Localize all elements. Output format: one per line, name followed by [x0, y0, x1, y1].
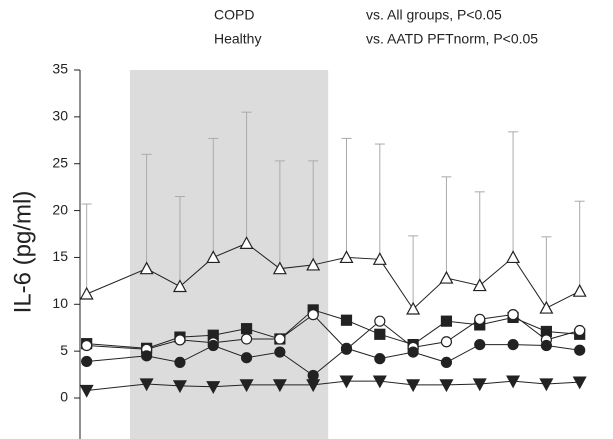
point: [507, 338, 519, 351]
point: [239, 236, 254, 249]
point: [240, 323, 253, 335]
point: [572, 283, 587, 297]
point: [81, 339, 93, 352]
point: [174, 334, 186, 346]
point: [374, 353, 386, 365]
point: [141, 350, 153, 362]
point: [306, 257, 321, 271]
point: [539, 378, 554, 392]
y-axis-label: IL-6 (pg/ml): [9, 191, 36, 314]
point: [79, 384, 94, 398]
point: [206, 381, 221, 395]
point: [372, 375, 387, 389]
point: [574, 344, 586, 356]
point: [372, 252, 387, 265]
point: [440, 336, 453, 348]
y-tick-label: 0: [60, 389, 68, 405]
point: [339, 375, 354, 389]
point: [81, 355, 93, 368]
point: [539, 300, 554, 314]
point: [139, 261, 154, 275]
point: [340, 314, 353, 326]
point: [374, 315, 386, 327]
y-tick-label: 35: [52, 61, 68, 77]
point: [474, 338, 486, 351]
point: [172, 279, 187, 293]
point: [406, 379, 421, 393]
point: [272, 261, 287, 275]
annotation-group: Healthy: [214, 31, 261, 47]
point: [440, 315, 453, 327]
point: [307, 309, 319, 321]
y-tick-label: 30: [52, 108, 68, 124]
point: [207, 339, 219, 352]
point: [506, 250, 521, 264]
point: [507, 309, 519, 321]
point: [407, 346, 419, 358]
point: [439, 379, 454, 393]
point: [374, 328, 386, 340]
point: [274, 333, 286, 345]
y-tick-label: 20: [52, 201, 68, 217]
point: [406, 301, 421, 315]
point: [272, 379, 287, 393]
point: [439, 270, 454, 284]
point: [206, 250, 221, 264]
point: [472, 278, 487, 292]
point: [340, 342, 353, 354]
point: [239, 379, 254, 393]
point: [474, 313, 486, 325]
point: [472, 378, 487, 392]
point: [139, 378, 154, 392]
annotation-text: vs. All groups, P<0.05: [366, 7, 502, 23]
point: [240, 333, 253, 345]
point: [339, 250, 354, 264]
y-tick-label: 10: [52, 295, 68, 311]
y-tick-label: 25: [52, 154, 68, 170]
point: [572, 376, 587, 390]
annotation-text: vs. AATD PFTnorm, P<0.05: [366, 31, 538, 47]
point: [79, 286, 94, 300]
y-tick-label: 15: [52, 248, 68, 264]
point: [307, 369, 319, 382]
point: [540, 339, 552, 352]
point: [574, 324, 586, 337]
point: [306, 379, 321, 393]
point: [274, 346, 286, 358]
y-tick-label: 5: [60, 342, 68, 358]
point: [174, 356, 186, 368]
point: [506, 375, 521, 389]
annotation-group: COPD: [214, 7, 254, 23]
point: [172, 380, 187, 394]
shaded-region: [129, 70, 329, 439]
point: [440, 356, 453, 368]
point: [240, 352, 253, 364]
